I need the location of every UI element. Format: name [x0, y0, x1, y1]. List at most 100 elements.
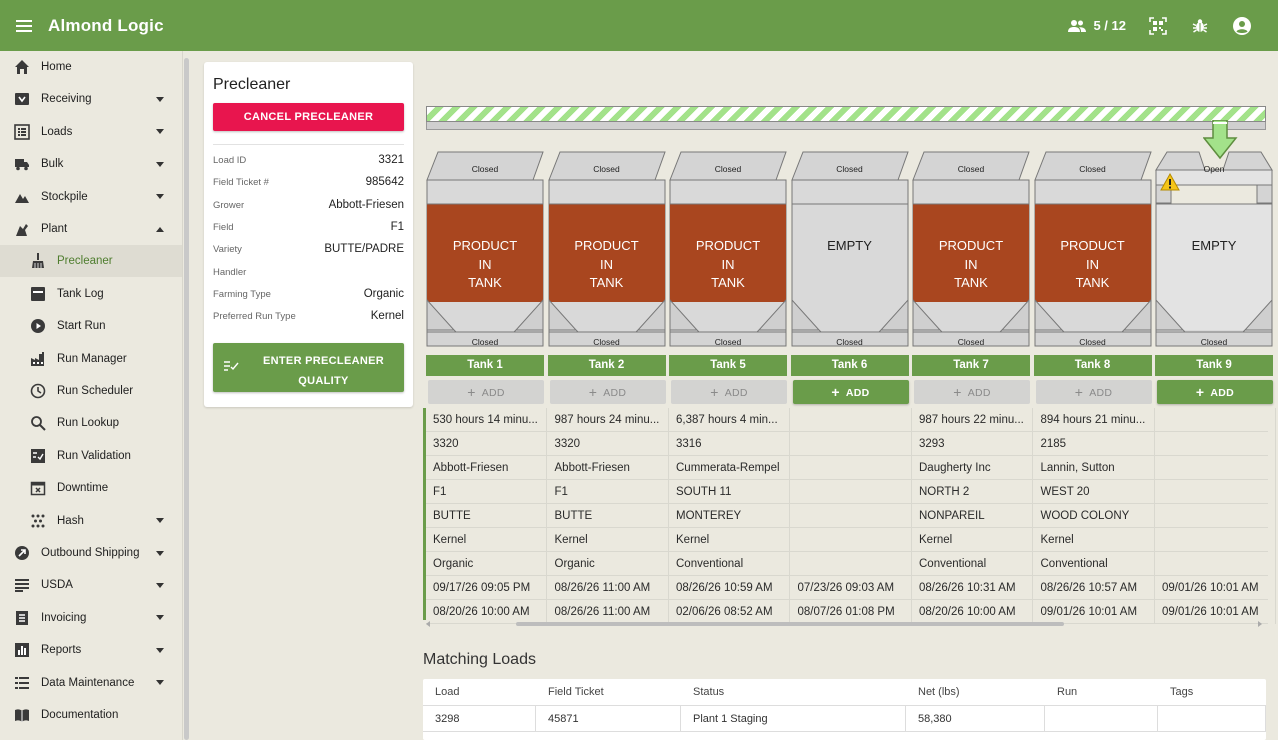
sidebar-item-downtime[interactable]: Downtime [0, 472, 182, 504]
grid-cell[interactable]: 3320 [548, 432, 669, 456]
column-header[interactable]: Net (lbs) [918, 686, 960, 698]
grid-cell[interactable]: WEST 20 [1034, 480, 1155, 504]
grid-cell[interactable] [791, 528, 912, 552]
grid-cell[interactable]: 09/01/26 10:01 AM [1155, 576, 1276, 600]
grid-cell[interactable]: F1 [548, 480, 669, 504]
grid-cell[interactable]: Conventional [669, 552, 790, 576]
grid-cell[interactable]: 2185 [1034, 432, 1155, 456]
tank-graphic[interactable]: Closed PRODUCT IN TANK Closed [1033, 150, 1152, 350]
grid-cell[interactable]: Kernel [1034, 528, 1155, 552]
grid-cell[interactable] [791, 408, 912, 432]
sidebar-item-tank-log[interactable]: Tank Log [0, 278, 182, 310]
grid-cell[interactable]: NONPAREIL [912, 504, 1033, 528]
sidebar-item-usda[interactable]: USDA [0, 569, 182, 601]
grid-cell[interactable]: Kernel [669, 528, 790, 552]
scroll-right-icon[interactable] [1258, 621, 1262, 627]
grid-cell[interactable]: Daugherty Inc [912, 456, 1033, 480]
sidebar-item-run-manager[interactable]: Run Manager [0, 343, 182, 375]
sidebar-item-documentation[interactable]: Documentation [0, 699, 182, 731]
grid-cell[interactable] [1155, 456, 1276, 480]
table-row[interactable] [423, 732, 1266, 740]
sidebar-item-receiving[interactable]: Receiving [0, 83, 182, 115]
sidebar-item-home[interactable]: Home [0, 51, 182, 83]
sidebar-item-run-scheduler[interactable]: Run Scheduler [0, 375, 182, 407]
grid-cell[interactable] [791, 552, 912, 576]
grid-cell[interactable]: Kernel [426, 528, 547, 552]
column-header[interactable]: Status [693, 686, 725, 698]
grid-cell[interactable]: MONTEREY [669, 504, 790, 528]
scroll-left-icon[interactable] [426, 621, 430, 627]
grid-horizontal-scrollbar[interactable] [426, 621, 1262, 627]
sidebar-item-reports[interactable]: Reports [0, 634, 182, 666]
grid-cell[interactable] [1155, 552, 1276, 576]
grid-cell[interactable]: 08/26/26 10:31 AM [912, 576, 1033, 600]
grid-cell[interactable]: 08/20/26 10:00 AM [426, 600, 547, 624]
sidebar-item-stockpile[interactable]: Stockpile [0, 181, 182, 213]
grid-cell[interactable]: 3316 [669, 432, 790, 456]
cancel-precleaner-button[interactable]: CANCEL PRECLEANER [213, 103, 404, 131]
grid-cell[interactable]: Organic [548, 552, 669, 576]
grid-cell[interactable]: 530 hours 14 minu... [426, 408, 547, 432]
table-row[interactable]: 3298 45871 Plant 1 Staging 58,380 [423, 706, 1266, 732]
grid-cell[interactable]: 3320 [426, 432, 547, 456]
add-to-tank-button[interactable]: + ADD [792, 380, 909, 404]
grid-cell[interactable]: BUTTE [426, 504, 547, 528]
grid-cell[interactable]: 08/20/26 10:00 AM [912, 600, 1033, 624]
grid-cell[interactable]: 08/26/26 11:00 AM [548, 576, 669, 600]
qr-scan-icon[interactable] [1148, 16, 1168, 36]
sidebar-item-hash[interactable]: Hash [0, 505, 182, 537]
grid-cell[interactable]: 894 hours 21 minu... [1034, 408, 1155, 432]
grid-cell[interactable]: Organic [426, 552, 547, 576]
add-to-tank-button[interactable]: + ADD [914, 380, 1030, 404]
grid-cell[interactable] [791, 432, 912, 456]
grid-cell[interactable]: WOOD COLONY [1034, 504, 1155, 528]
add-to-tank-button[interactable]: + ADD [428, 380, 544, 404]
sidebar-item-plant[interactable]: Plant [0, 213, 182, 245]
grid-cell[interactable]: Kernel [912, 528, 1033, 552]
sidebar-item-run-validation[interactable]: Run Validation [0, 440, 182, 472]
add-to-tank-button[interactable]: + ADD [671, 380, 787, 404]
grid-cell[interactable]: 987 hours 24 minu... [548, 408, 669, 432]
bug-icon[interactable] [1190, 16, 1210, 36]
grid-cell[interactable] [1155, 432, 1276, 456]
grid-cell[interactable] [1155, 480, 1276, 504]
grid-cell[interactable]: Conventional [912, 552, 1033, 576]
tank-graphic[interactable]: Closed PRODUCT IN TANK Closed [426, 150, 544, 350]
grid-cell[interactable]: 08/26/26 11:00 AM [548, 600, 669, 624]
tank-graphic[interactable]: Closed EMPTY Closed [790, 150, 909, 350]
users-online[interactable]: 5 / 12 [1067, 16, 1126, 36]
grid-cell[interactable]: Abbott-Friesen [548, 456, 669, 480]
grid-cell[interactable]: 09/01/26 10:01 AM [1155, 600, 1276, 624]
grid-cell[interactable]: NORTH 2 [912, 480, 1033, 504]
sidebar-item-precleaner[interactable]: Precleaner [0, 245, 182, 278]
grid-cell[interactable]: 08/26/26 10:57 AM [1034, 576, 1155, 600]
grid-cell[interactable]: Cummerata-Rempel [669, 456, 790, 480]
grid-cell[interactable] [1155, 504, 1276, 528]
grid-cell[interactable]: Lannin, Sutton [1034, 456, 1155, 480]
sidebar-item-bulk[interactable]: Bulk [0, 148, 182, 180]
tank-graphic[interactable]: Closed PRODUCT IN TANK Closed [547, 150, 666, 350]
sidebar-scrollbar[interactable] [184, 58, 189, 740]
scroll-thumb[interactable] [516, 622, 1064, 626]
grid-cell[interactable]: 09/17/26 09:05 PM [426, 576, 547, 600]
grid-cell[interactable]: 08/07/26 01:08 PM [791, 600, 912, 624]
grid-cell[interactable]: 987 hours 22 minu... [912, 408, 1033, 432]
sidebar-item-outbound-shipping[interactable]: Outbound Shipping [0, 537, 182, 569]
grid-cell[interactable]: Abbott-Friesen [426, 456, 547, 480]
add-to-tank-button[interactable]: + ADD [1157, 380, 1273, 404]
tank-graphic[interactable]: Closed PRODUCT IN TANK Closed [669, 150, 787, 350]
tank-graphic[interactable]: Closed PRODUCT IN TANK Closed [912, 150, 1030, 350]
add-to-tank-button[interactable]: + ADD [549, 380, 666, 404]
grid-cell[interactable]: 3293 [912, 432, 1033, 456]
grid-cell[interactable]: SOUTH 11 [669, 480, 790, 504]
add-to-tank-button[interactable]: + ADD [1035, 380, 1152, 404]
tank-graphic[interactable]: Open EMPTY Closed [1155, 150, 1273, 350]
account-icon[interactable] [1232, 16, 1252, 36]
sidebar-item-loads[interactable]: Loads [0, 116, 182, 148]
sidebar-item-run-lookup[interactable]: Run Lookup [0, 407, 182, 439]
grid-cell[interactable]: 02/06/26 08:52 AM [669, 600, 790, 624]
grid-cell[interactable]: 6,387 hours 4 min... [669, 408, 790, 432]
grid-cell[interactable]: BUTTE [548, 504, 669, 528]
column-header[interactable]: Tags [1170, 686, 1194, 698]
grid-cell[interactable]: Kernel [548, 528, 669, 552]
